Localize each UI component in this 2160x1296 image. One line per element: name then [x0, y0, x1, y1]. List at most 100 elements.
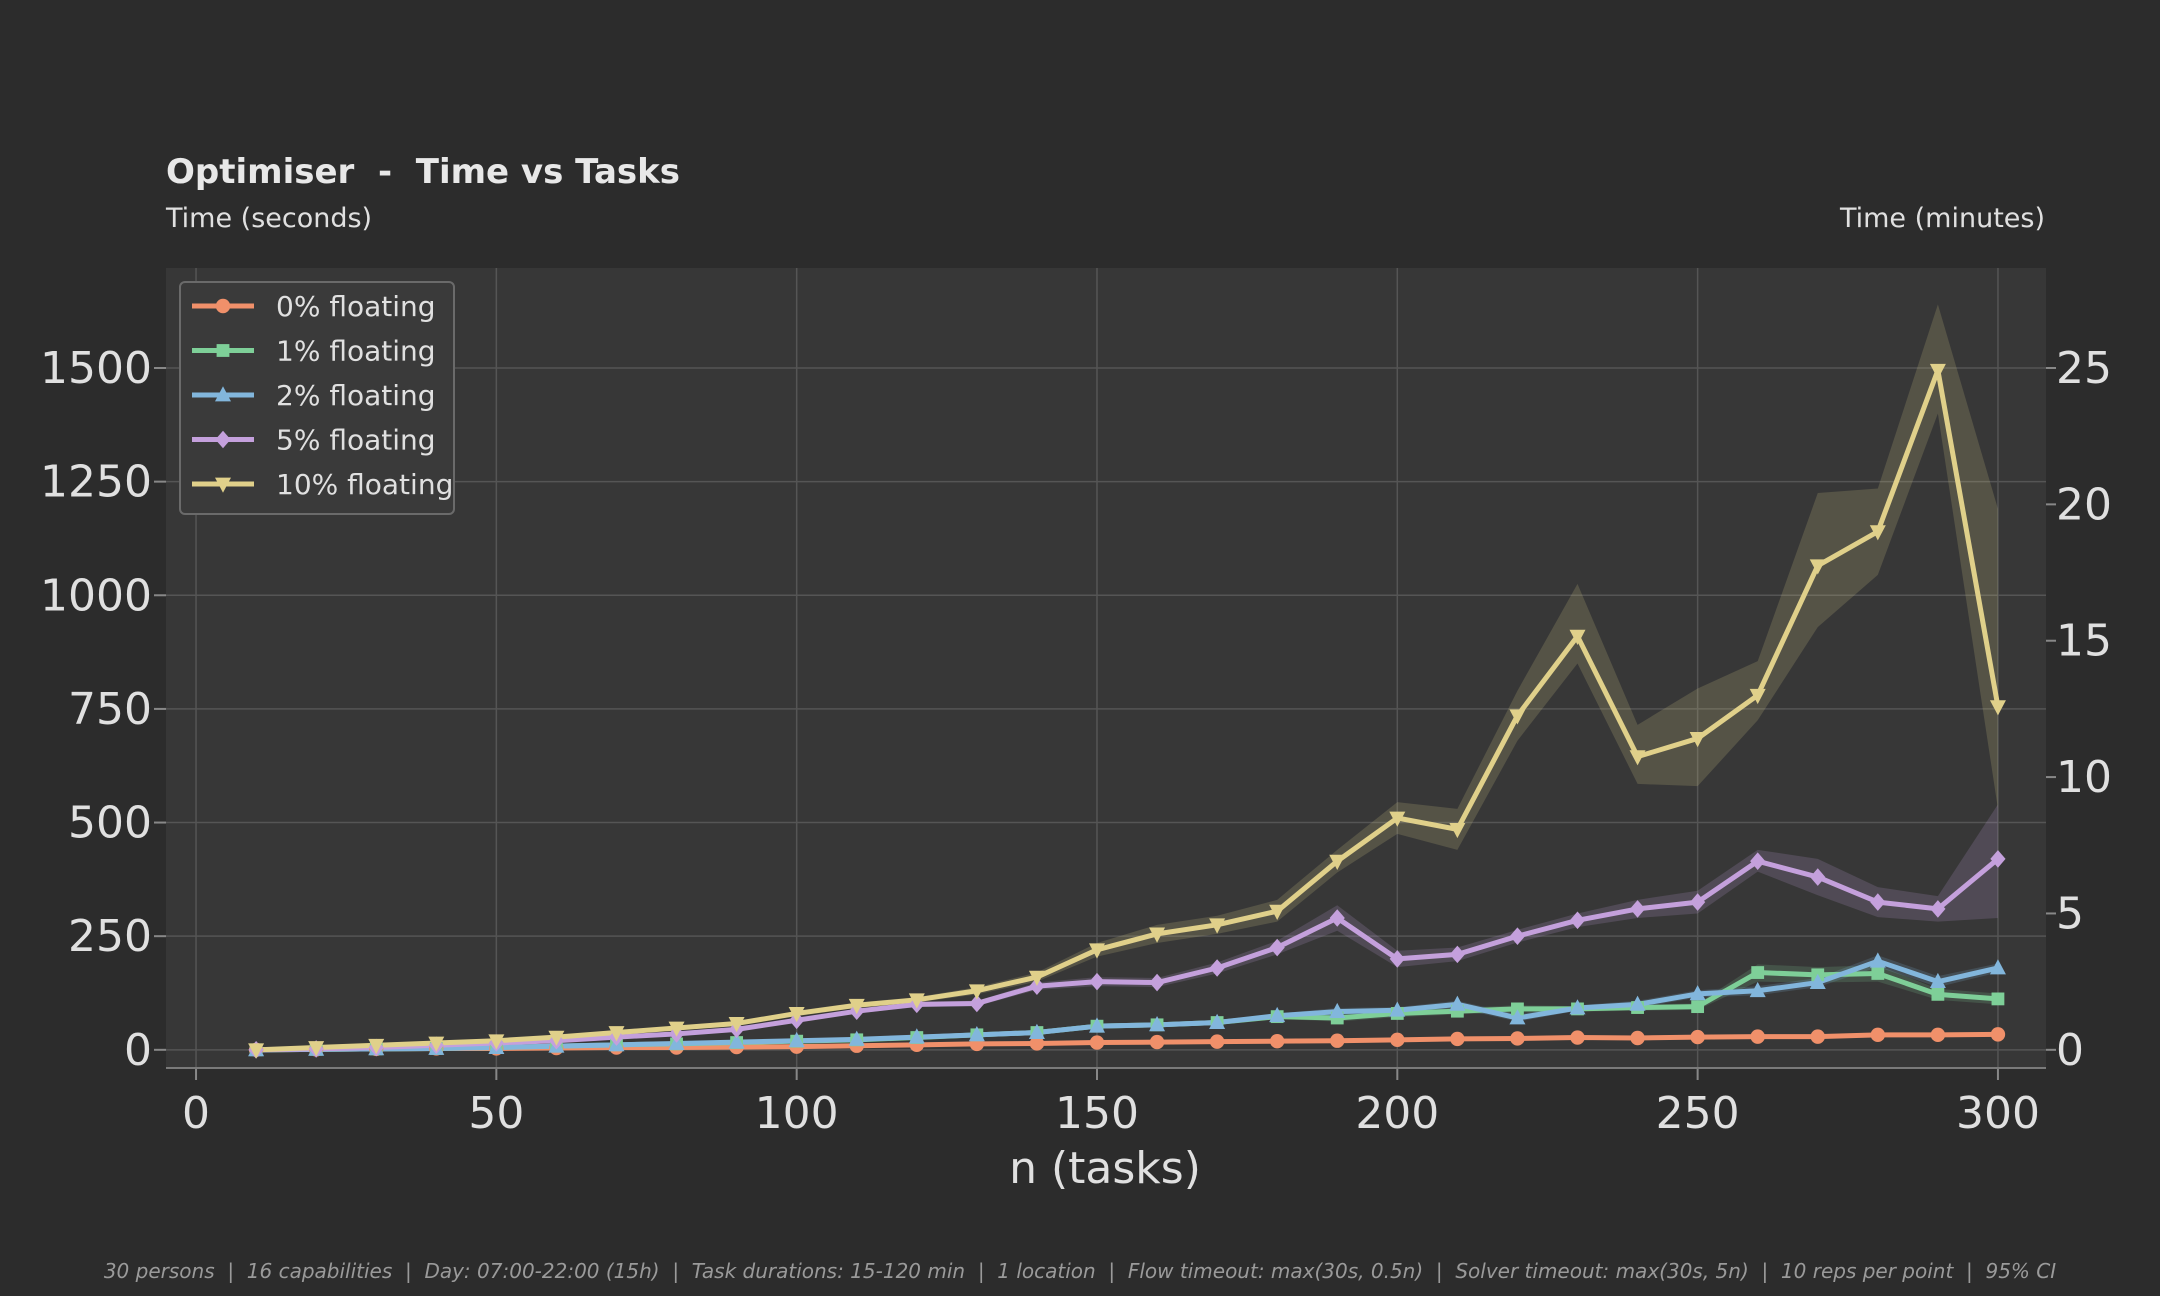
- y2-tick-label: 10: [2056, 752, 2112, 803]
- data-point-5-floating: [1389, 950, 1405, 968]
- legend-marker-2-floating: [215, 386, 231, 402]
- legend-marker-10-floating: [215, 477, 231, 493]
- y2-tick-label: 0: [2056, 1025, 2084, 1076]
- legend-label-1-floating: 1% floating: [276, 335, 436, 368]
- legend-marker-1-floating: [216, 344, 230, 357]
- series-markers: [248, 363, 2006, 1059]
- legend-label-5-floating: 5% floating: [276, 424, 436, 457]
- data-point-10-floating: [608, 1026, 625, 1042]
- legend-label-10-floating: 10% floating: [276, 468, 453, 501]
- data-point-10-floating: [1989, 700, 2006, 716]
- data-point-0-floating: [1570, 1030, 1585, 1045]
- y-tick-label: 500: [68, 798, 152, 849]
- data-point-10-floating: [788, 1007, 805, 1023]
- data-point-0-floating: [1029, 1036, 1045, 1051]
- data-point-2-floating: [1809, 973, 1826, 989]
- legend-label-0-floating: 0% floating: [276, 290, 436, 323]
- data-point-10-floating: [368, 1038, 385, 1055]
- y-axis-label: Time (seconds): [165, 203, 372, 234]
- data-point-10-floating: [1209, 918, 1226, 934]
- data-point-2-floating: [1509, 1009, 1526, 1025]
- y2-tick-label: 20: [2056, 479, 2112, 530]
- data-point-2-floating: [728, 1033, 745, 1049]
- data-point-10-floating: [1689, 732, 1706, 748]
- data-point-2-floating: [1389, 1001, 1406, 1017]
- x-tick-label: 50: [468, 1088, 524, 1139]
- data-point-10-floating: [1749, 688, 1766, 705]
- data-point-10-floating: [668, 1021, 685, 1037]
- y2-tick-label: 25: [2056, 343, 2112, 394]
- data-point-5-floating: [1870, 893, 1886, 911]
- data-point-0-floating: [1990, 1027, 2006, 1042]
- data-point-2-floating: [848, 1030, 865, 1046]
- data-point-5-floating: [1449, 945, 1465, 964]
- data-point-2-floating: [788, 1031, 805, 1048]
- data-point-5-floating: [1329, 909, 1345, 927]
- series-lines: [256, 367, 2001, 1053]
- data-point-2-floating: [1088, 1017, 1105, 1033]
- data-point-2-floating: [1869, 952, 1886, 968]
- data-point-0-floating: [1630, 1030, 1645, 1046]
- y2-tick-label: 15: [2056, 616, 2112, 667]
- footnote: 30 persons | 16 capabilities | Day: 07:0…: [104, 1259, 2056, 1283]
- y2-tick-label: 5: [2056, 888, 2084, 939]
- data-point-10-floating: [308, 1041, 325, 1057]
- data-point-2-floating: [1329, 1002, 1346, 1019]
- data-point-5-floating: [969, 994, 985, 1013]
- series-line-5-floating: [256, 856, 2000, 1053]
- data-point-2-floating: [1689, 985, 1706, 1001]
- chart-title: Optimiser - Time vs Tasks: [166, 152, 680, 192]
- data-point-0-floating: [1269, 1033, 1285, 1049]
- data-point-10-floating: [1329, 854, 1346, 870]
- series-line-10-floating: [256, 367, 2001, 1053]
- data-point-1-floating: [1871, 967, 1885, 980]
- data-point-10-floating: [1449, 822, 1466, 839]
- data-point-0-floating: [1209, 1034, 1225, 1049]
- data-point-0-floating: [1330, 1033, 1345, 1048]
- y-tick-label: 1250: [40, 457, 152, 508]
- data-point-5-floating: [1269, 938, 1285, 957]
- data-point-0-floating: [1149, 1034, 1165, 1050]
- y-tick-label: 250: [68, 911, 152, 962]
- data-point-10-floating: [1028, 970, 1045, 986]
- data-point-2-floating: [1449, 995, 1466, 1011]
- data-point-2-floating: [1209, 1013, 1226, 1029]
- legend-marker-0-floating: [215, 298, 231, 314]
- data-point-5-floating: [1990, 850, 2006, 868]
- data-point-10-floating: [1809, 559, 1826, 575]
- x-tick-label: 150: [1055, 1088, 1139, 1139]
- data-point-2-floating: [1749, 981, 1766, 998]
- data-point-0-floating: [1810, 1029, 1825, 1044]
- data-point-2-floating: [968, 1026, 985, 1042]
- data-point-10-floating: [728, 1017, 745, 1033]
- data-point-5-floating: [1149, 973, 1165, 992]
- data-point-10-floating: [248, 1043, 265, 1059]
- y-tick-label: 750: [68, 684, 152, 735]
- data-point-10-floating: [968, 984, 985, 1000]
- data-point-0-floating: [1690, 1029, 1705, 1045]
- legend: 0% floating 1% floating 2% floating 5% floa…: [179, 281, 455, 515]
- y2-axis-label: Time (minutes): [1839, 203, 2045, 234]
- x-tick-label: 100: [755, 1088, 839, 1139]
- data-point-10-floating: [1869, 525, 1886, 541]
- x-tick-label: 250: [1656, 1088, 1740, 1139]
- y-tick-label: 1500: [40, 343, 152, 394]
- series-points-10-floating: [248, 363, 2006, 1059]
- data-point-1-floating: [1751, 966, 1765, 979]
- data-point-5-floating: [1690, 893, 1706, 911]
- y-tick-label: 0: [124, 1025, 152, 1076]
- data-point-2-floating: [1569, 999, 1586, 1015]
- data-point-0-floating: [1510, 1031, 1525, 1046]
- data-point-10-floating: [1509, 709, 1526, 725]
- plot-background: [166, 268, 2046, 1068]
- data-point-0-floating: [1390, 1032, 1405, 1048]
- data-point-10-floating: [1629, 750, 1646, 766]
- data-point-10-floating: [1929, 363, 1946, 380]
- data-point-10-floating: [548, 1030, 565, 1046]
- data-point-0-floating: [1450, 1031, 1465, 1047]
- legend-box: [179, 281, 455, 515]
- data-point-5-floating: [1089, 972, 1105, 991]
- data-point-10-floating: [428, 1036, 445, 1052]
- data-point-1-floating: [1511, 1002, 1524, 1016]
